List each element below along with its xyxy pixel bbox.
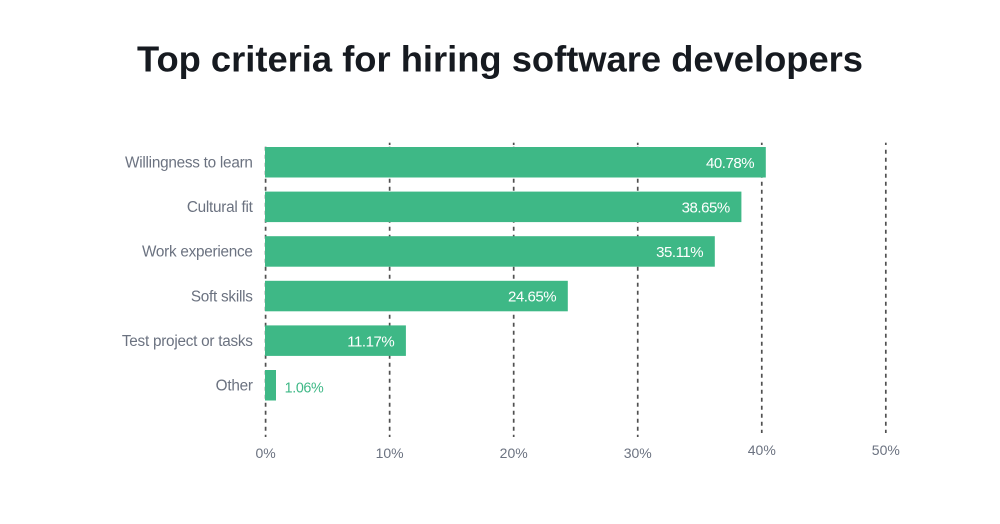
svg-text:Cultural fit: Cultural fit [187, 199, 254, 216]
svg-text:38.65%: 38.65% [682, 199, 730, 216]
svg-text:11.17%: 11.17% [347, 333, 394, 350]
svg-text:30%: 30% [624, 445, 652, 461]
svg-text:10%: 10% [376, 445, 404, 461]
svg-text:40.78%: 40.78% [706, 155, 754, 172]
svg-text:40%: 40% [748, 442, 776, 458]
svg-text:Willingness to learn: Willingness to learn [125, 155, 253, 172]
svg-text:20%: 20% [500, 445, 528, 461]
svg-text:50%: 50% [872, 442, 900, 458]
svg-text:Other: Other [216, 378, 253, 395]
svg-text:1.06%: 1.06% [285, 381, 324, 397]
svg-text:Top criteria for hiring softwa: Top criteria for hiring software develop… [137, 38, 863, 79]
svg-text:Soft skills: Soft skills [191, 288, 253, 305]
svg-text:0%: 0% [255, 445, 275, 461]
svg-text:24.65%: 24.65% [508, 289, 556, 306]
svg-text:35.11%: 35.11% [656, 244, 703, 261]
svg-text:Test project or tasks: Test project or tasks [122, 333, 253, 350]
svg-text:Work experience: Work experience [142, 244, 253, 261]
